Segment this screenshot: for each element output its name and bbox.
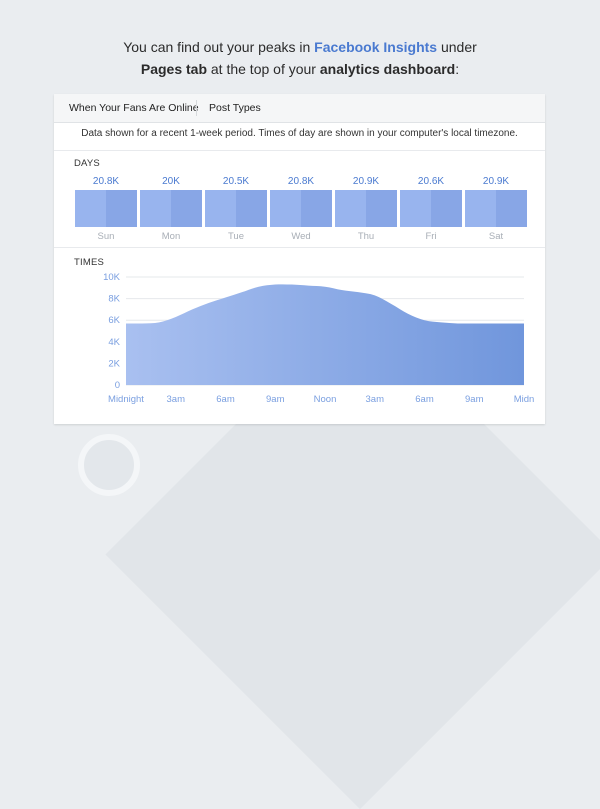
x-tick-label: 6am: [415, 394, 434, 405]
headline-line-2: Pages tab at the top of your analytics d…: [0, 58, 600, 80]
headline-bold: analytics dashboard: [319, 61, 456, 77]
x-tick-label: Midnight: [108, 394, 144, 405]
y-tick-label: 4K: [108, 337, 120, 348]
day-name: Sun: [97, 231, 115, 242]
day-value: 20K: [162, 176, 180, 187]
days-label: DAYS: [74, 158, 100, 169]
headline-bold: Pages tab: [140, 61, 207, 77]
divider: [54, 247, 545, 248]
times-label: TIMES: [74, 257, 105, 268]
info-text: Data shown for a recent 1-week period. T…: [81, 128, 518, 139]
day-value: 20.8K: [287, 176, 315, 187]
insights-card: When Your Fans Are Online Post Types Dat…: [54, 94, 545, 424]
x-tick-label: Noon: [314, 394, 337, 405]
area-series[interactable]: [126, 284, 524, 385]
x-tick-label: 3am: [366, 394, 385, 405]
headline-highlight: Facebook Insights: [314, 39, 438, 55]
day-name: Thu: [357, 231, 375, 242]
day-value: 20.9K: [482, 176, 510, 187]
headline-text: under: [437, 39, 477, 55]
day-name: Sat: [488, 231, 504, 242]
x-tick-label: 6am: [216, 394, 235, 405]
day-bar[interactable]: [400, 190, 462, 227]
day-bar[interactable]: [335, 190, 397, 227]
y-tick-label: 8K: [108, 294, 120, 305]
day-value: 20.8K: [92, 176, 120, 187]
day-bar[interactable]: [75, 190, 137, 227]
tab-bar: When Your Fans Are Online Post Types: [54, 94, 545, 123]
day-value: 20.6K: [417, 176, 445, 187]
headline-text: :: [455, 61, 460, 77]
day-name: Mon: [161, 231, 181, 242]
tab-divider: [196, 100, 197, 116]
headline-line-1: You can find out your peaks in Facebook …: [0, 36, 600, 58]
y-tick-label: 6K: [108, 315, 120, 326]
decorative-circle: [78, 434, 140, 496]
headline: You can find out your peaks in Facebook …: [0, 36, 600, 80]
day-value: 20.5K: [222, 176, 250, 187]
x-tick-label: 9am: [266, 394, 285, 405]
day-bar[interactable]: [465, 190, 527, 227]
day-bar[interactable]: [270, 190, 332, 227]
day-bar[interactable]: [140, 190, 202, 227]
tab-post-types[interactable]: Post Types: [209, 102, 261, 114]
day-name: Fri: [425, 231, 437, 242]
y-tick-label: 2K: [108, 358, 120, 369]
x-tick-label: Midn: [514, 394, 535, 405]
times-area-chart: 0 2K 4K 6K 8K 10K Midnight 3am 6am 9am Noon 3am 6am 9…: [103, 272, 535, 405]
x-tick-label: 9am: [465, 394, 484, 405]
day-value: 20.9K: [352, 176, 380, 187]
day-bar[interactable]: [205, 190, 267, 227]
day-name: Wed: [291, 231, 311, 242]
headline-text: You can find out your peaks in: [123, 39, 315, 55]
tab-when-fans-online[interactable]: When Your Fans Are Online: [69, 102, 199, 114]
y-tick-label: 0: [115, 380, 120, 391]
day-name: Tue: [227, 231, 245, 242]
headline-text: at the top of your: [207, 61, 320, 77]
y-tick-label: 10K: [103, 272, 121, 283]
divider: [54, 150, 545, 151]
x-tick-label: 3am: [167, 394, 186, 405]
